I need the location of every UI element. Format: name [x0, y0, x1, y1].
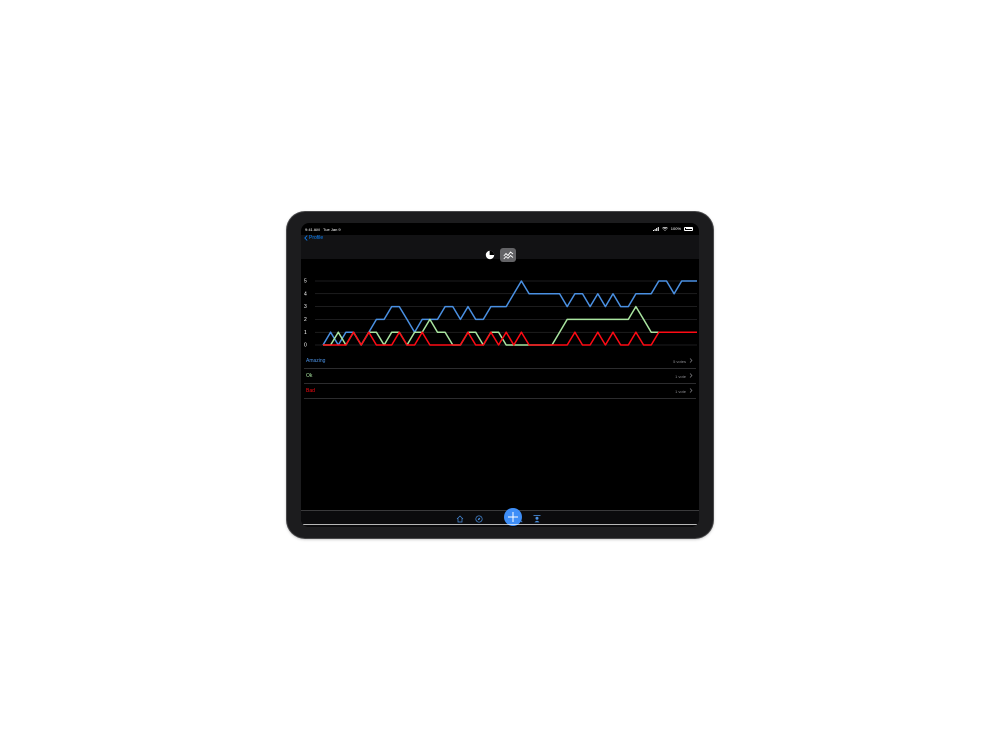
pie-chart-segment[interactable] — [482, 248, 498, 262]
profile-icon[interactable] — [533, 515, 541, 523]
compass-icon[interactable] — [475, 515, 483, 523]
battery-icon — [684, 226, 693, 231]
chevron-right-icon — [689, 388, 693, 393]
chart-type-segmented-control — [482, 248, 516, 262]
back-button[interactable]: Profile — [304, 235, 323, 241]
tab-bar — [301, 510, 699, 527]
chevron-left-icon — [304, 235, 308, 241]
votes-line-chart: 0 1 2 3 4 5 — [304, 279, 697, 349]
line-chart-segment[interactable] — [500, 248, 516, 262]
vote-count: 1 vote — [675, 389, 686, 394]
signal-icon — [652, 226, 659, 231]
status-right: 100% — [652, 226, 693, 231]
option-label: Bad — [306, 388, 315, 394]
list-item-bad[interactable]: Bad 1 vote — [304, 384, 696, 399]
y-tick-label: 3 — [304, 304, 307, 310]
y-tick-label: 5 — [304, 279, 307, 285]
wifi-icon — [661, 226, 668, 231]
pie-chart-icon — [485, 250, 495, 260]
series-line-ok — [323, 305, 697, 346]
line-chart-icon — [502, 251, 513, 260]
app-screen: 9:41 AM Tue Jan 9 100% Prof — [301, 223, 699, 527]
option-label: Ok — [306, 373, 313, 379]
series-line-bad — [323, 331, 697, 346]
y-tick-label: 0 — [304, 343, 307, 349]
chevron-right-icon — [689, 358, 693, 363]
option-label: Amazing — [306, 358, 326, 364]
home-icon[interactable] — [456, 515, 464, 523]
chevron-right-icon — [689, 373, 693, 378]
ipad-frame: 9:41 AM Tue Jan 9 100% Prof — [287, 212, 713, 538]
add-button[interactable] — [504, 508, 522, 526]
y-tick-label: 1 — [304, 330, 307, 336]
status-bar: 9:41 AM Tue Jan 9 100% — [301, 223, 699, 235]
vote-count: 5 votes — [673, 359, 686, 364]
status-time: 9:41 AM — [305, 227, 320, 232]
battery-percent: 100% — [670, 226, 681, 231]
series-line-amazing — [322, 280, 697, 346]
plus-icon — [508, 512, 518, 522]
y-tick-label: 4 — [304, 291, 307, 297]
back-button-label: Profile — [309, 235, 324, 241]
home-indicator — [301, 524, 699, 525]
list-item-ok[interactable]: Ok 1 vote — [304, 369, 696, 384]
vote-count: 1 vote — [675, 374, 686, 379]
y-tick-label: 2 — [304, 317, 307, 323]
list-item-amazing[interactable]: Amazing 5 votes — [304, 354, 696, 369]
options-list: Amazing 5 votes Ok 1 vote Bad 1 vote — [304, 354, 696, 399]
status-date: Tue Jan 9 — [323, 227, 341, 232]
